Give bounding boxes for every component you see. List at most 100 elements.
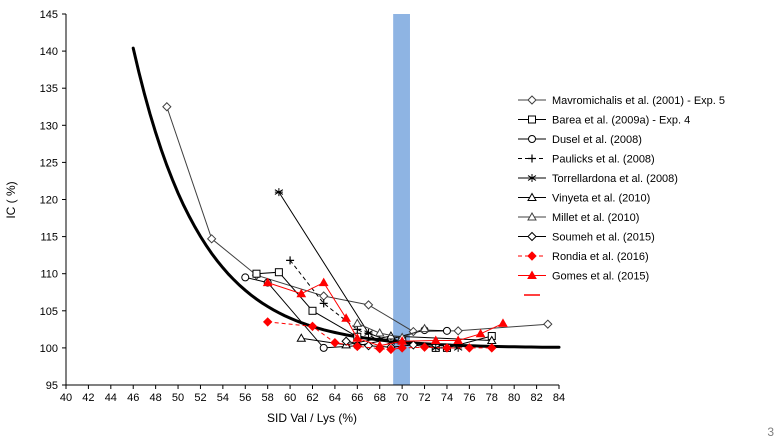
plus-marker [319, 299, 328, 308]
x-tick-label: 80 [508, 392, 520, 404]
legend-label: Barea et al. (2009a) - Exp. 4 [552, 115, 690, 127]
diamond-marker [442, 343, 452, 353]
x-tick-label: 44 [105, 392, 117, 404]
x-tick-label: 76 [463, 392, 475, 404]
x-tick-label: 74 [441, 392, 453, 404]
legend-item: Rondia et al. (2016) [518, 251, 649, 263]
triangle-marker [262, 277, 273, 287]
x-tick-label: 68 [374, 392, 386, 404]
circle-marker [241, 273, 250, 282]
y-tick-label: 125 [40, 157, 58, 169]
x-axis-title: SID Val / Lys (%) [267, 411, 357, 425]
series-line [301, 335, 492, 346]
legend-label: Vinyeta et al. (2010) [552, 193, 650, 205]
square-marker [274, 268, 283, 277]
x-tick-label: 56 [239, 392, 251, 404]
legend-item: Paulicks et al. (2008) [518, 154, 655, 166]
triangle-marker [453, 335, 464, 344]
x-tick-label: 82 [530, 392, 542, 404]
legend-label: Mavromichalis et al. (2001) - Exp. 5 [552, 95, 725, 107]
x-tick-label: 78 [486, 392, 498, 404]
square-marker [252, 269, 261, 278]
x-tick-label: 66 [351, 392, 363, 404]
series-line [357, 322, 425, 339]
fit-curve-layer [131, 46, 561, 349]
triangle-marker [352, 333, 363, 342]
x-tick-label: 58 [262, 392, 274, 404]
diamond-marker [527, 95, 537, 105]
legend-item: Torrellardona et al. (2008) [518, 173, 678, 185]
x-tick-label: 64 [329, 392, 341, 404]
diamond-marker [453, 326, 463, 336]
legend-item: Dusel et al. (2008) [518, 134, 642, 146]
legend-label: Dusel et al. (2008) [552, 134, 642, 146]
series-layer [162, 102, 553, 355]
legend-item: Mavromichalis et al. (2001) - Exp. 5 [518, 95, 725, 107]
x-tick-label: 72 [418, 392, 430, 404]
x-tick-label: 48 [150, 392, 162, 404]
series-9 [262, 317, 497, 355]
legend-label: Millet et al. (2010) [552, 212, 639, 224]
diamond-marker [397, 343, 407, 353]
diamond-marker [386, 344, 396, 355]
page-number: 3 [767, 425, 774, 439]
triangle-marker [341, 313, 351, 322]
triangle-marker [374, 328, 385, 337]
triangle-marker [527, 192, 537, 201]
x-tick-label: 50 [172, 392, 184, 404]
y-tick-label: 140 [40, 46, 58, 58]
diamond-marker [464, 343, 475, 353]
asterisk-marker [431, 343, 441, 352]
legend-item: Vinyeta et al. (2010) [518, 192, 650, 205]
legend-label: Paulicks et al. (2008) [552, 154, 655, 166]
diamond-marker [341, 336, 351, 346]
triangle-marker [475, 328, 486, 338]
y-tick-label: 120 [40, 195, 58, 207]
triangle-marker [318, 277, 329, 287]
triangle-marker [527, 211, 537, 221]
diamond-marker [543, 319, 553, 329]
legend-label: Rondia et al. (2016) [552, 251, 649, 263]
diamond-marker [363, 300, 374, 310]
diamond-marker [527, 231, 537, 242]
legend-label: Gomes et al. (2015) [552, 271, 649, 283]
x-tick-label: 70 [396, 392, 408, 404]
x-tick-label: 42 [82, 392, 94, 404]
triangle-marker [430, 335, 441, 344]
x-tick-label: 84 [553, 392, 565, 404]
requirement-band [393, 14, 410, 385]
diamond-marker [408, 340, 419, 350]
legend-item: Barea et al. (2009a) - Exp. 4 [518, 115, 690, 127]
triangle-marker [352, 318, 363, 327]
triangle-marker [498, 318, 508, 327]
x-tick-label: 54 [217, 392, 229, 404]
highlight-band-layer [393, 14, 410, 385]
y-tick-label: 115 [40, 232, 58, 244]
asterisk-marker [364, 329, 373, 338]
diamond-marker [330, 337, 340, 348]
diamond-marker [419, 342, 430, 352]
diamond-marker [206, 234, 217, 244]
asterisk-marker [274, 188, 284, 197]
y-tick-label: 130 [40, 120, 58, 132]
y-tick-label: 110 [40, 269, 58, 281]
legend: Mavromichalis et al. (2001) - Exp. 5 Bare… [518, 95, 725, 296]
diamond-marker [318, 291, 329, 301]
diamond-marker [352, 341, 363, 352]
legend-label: Torrellardona et al. (2008) [552, 173, 678, 185]
y-tick-label: 100 [40, 343, 58, 355]
y-axis-title: IC ( %) [4, 181, 18, 218]
y-tick-label: 95 [46, 380, 58, 392]
asterisk-marker [527, 174, 537, 182]
series-line [166, 106, 548, 333]
y-tick-label: 145 [40, 9, 58, 21]
diamond-marker [162, 102, 172, 112]
diamond-marker [363, 340, 374, 351]
legend-item: Gomes et al. (2015) [518, 270, 649, 283]
circle-marker [442, 326, 451, 335]
legend-item: Millet et al. (2010) [518, 211, 639, 224]
diamond-marker [487, 343, 497, 353]
series-5 [274, 188, 463, 352]
plus-marker [528, 154, 536, 163]
